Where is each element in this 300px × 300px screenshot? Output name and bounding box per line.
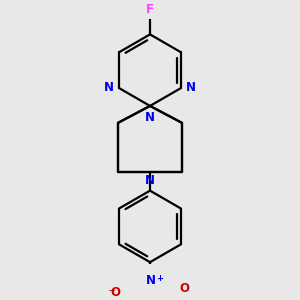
Text: N: N bbox=[104, 81, 114, 94]
Text: O: O bbox=[179, 282, 189, 295]
Text: −: − bbox=[108, 286, 116, 296]
Text: N: N bbox=[145, 111, 155, 124]
Text: O: O bbox=[111, 286, 121, 299]
Text: N: N bbox=[145, 174, 155, 187]
Text: N: N bbox=[186, 81, 196, 94]
Text: +: + bbox=[156, 274, 163, 283]
Text: F: F bbox=[146, 3, 154, 16]
Text: N: N bbox=[146, 274, 156, 286]
